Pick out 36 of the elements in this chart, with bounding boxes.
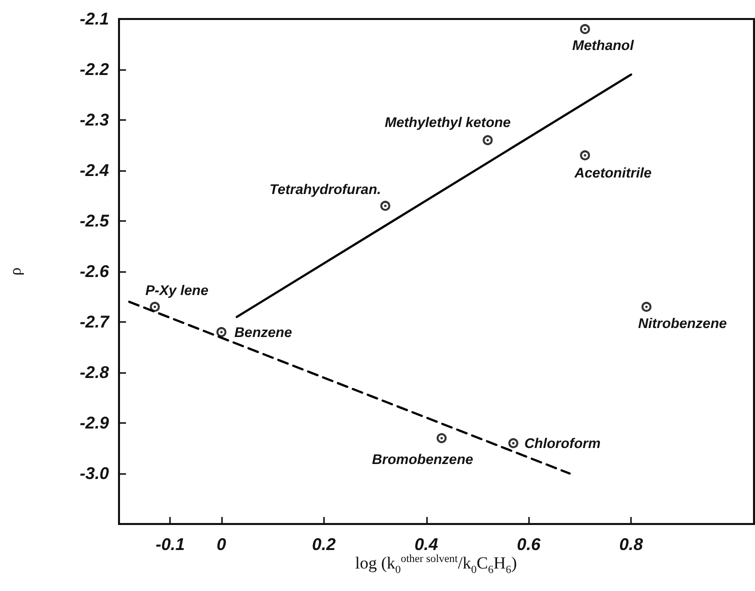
- y-tick-label: -2.6: [80, 262, 110, 281]
- y-axis-title: ρ: [8, 267, 24, 276]
- annotation: Methanol: [572, 37, 635, 54]
- annotation: Tetrahydrofuran.: [270, 180, 382, 197]
- annotation: Benzene: [234, 324, 292, 340]
- point: [508, 438, 518, 448]
- annotation: Methylethyl ketone: [384, 114, 511, 130]
- y-tick-label: -2.3: [80, 110, 110, 130]
- y-tick-label: -2.8: [80, 363, 110, 382]
- point: [436, 433, 447, 444]
- y-tick-label: -2.7: [80, 312, 111, 332]
- y-tick-label: -2.4: [80, 161, 110, 180]
- x-tick-label: 0.8: [619, 535, 644, 554]
- point: [380, 200, 390, 211]
- point: [580, 150, 590, 160]
- y-tick-label: -3.0: [80, 464, 110, 483]
- annotation: Acetonitrile: [574, 164, 652, 180]
- point: [580, 24, 590, 34]
- point: [641, 302, 652, 312]
- y-tick-label: -2.1: [80, 10, 109, 28]
- x-tick-label: 0.6: [516, 535, 542, 554]
- annotation: Chloroform: [524, 435, 601, 452]
- point: [216, 327, 226, 338]
- x-tick-label: 0.2: [312, 535, 336, 554]
- point: [482, 135, 493, 146]
- annotation: Bromobenzene: [372, 451, 474, 468]
- x-tick-label: 0: [216, 535, 227, 554]
- annotation: P-Xy lene: [145, 282, 209, 298]
- point: [150, 302, 160, 312]
- text: log (k$_{0}$$^{other solvent}$/k$_{0}$C$_{6}$H$_{6}$): [355, 553, 517, 576]
- y-tick-label: -2.2: [80, 60, 110, 79]
- y-tick-label: -2.5: [80, 212, 110, 230]
- y-tick-label: -2.9: [80, 414, 110, 432]
- annotation: Nitrobenzene: [638, 314, 728, 331]
- x-tick-label: -0.1: [156, 535, 185, 554]
- x-tick-label: 0.4: [414, 535, 439, 554]
